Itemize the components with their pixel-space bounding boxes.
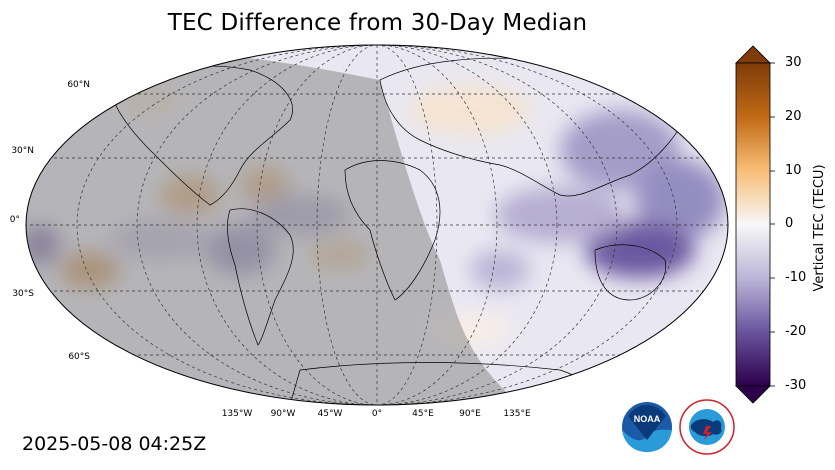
colorbar-tick-neg10: -10 xyxy=(785,270,807,285)
lon-label-0: 0° xyxy=(371,409,383,419)
colorbar-tick-10: 10 xyxy=(785,163,802,178)
lat-label-60s: 60°S xyxy=(68,352,90,362)
lon-label-135e: 135°E xyxy=(503,409,531,419)
noaa-logo: NOAA xyxy=(622,402,672,452)
lon-label-90w: 90°W xyxy=(270,409,296,419)
svg-text:NOAA: NOAA xyxy=(634,414,661,424)
lat-label-60n: 60°N xyxy=(67,80,90,90)
lon-label-135w: 135°W xyxy=(221,409,253,419)
colorbar-tick-0: 0 xyxy=(785,216,794,231)
timestamp: 2025-05-08 04:25Z xyxy=(22,433,207,455)
colorbar-tick-neg20: -20 xyxy=(785,324,807,339)
lon-label-45e: 45°E xyxy=(412,409,434,419)
lon-label-45w: 45°W xyxy=(317,409,343,419)
lat-label-0: 0° xyxy=(9,215,20,225)
colorbar-tick-20: 20 xyxy=(785,109,802,124)
lat-label-30s: 30°S xyxy=(12,289,34,299)
nws-logo xyxy=(679,399,735,455)
colorbar-tick-neg30: -30 xyxy=(785,378,807,393)
colorbar-tick-30: 30 xyxy=(785,55,802,70)
chart-title: TEC Difference from 30-Day Median xyxy=(167,10,588,36)
lat-label-30n: 30°N xyxy=(11,146,34,156)
colorbar-label: Vertical TEC (TECU) xyxy=(812,164,827,292)
lon-label-90e: 90°E xyxy=(459,409,481,419)
